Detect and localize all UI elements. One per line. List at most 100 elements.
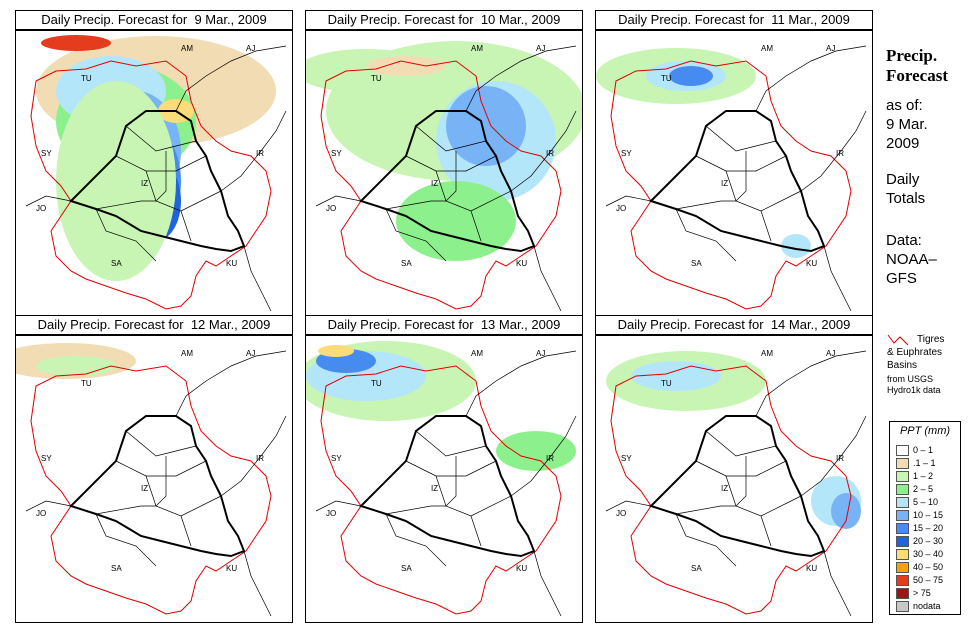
panel-2: Daily Precip. Forecast for 10 Mar., 2009… — [305, 10, 583, 318]
region-label-ku: KU — [516, 259, 527, 268]
region-label-iz: IZ — [721, 484, 728, 493]
region-label-sa: SA — [401, 259, 412, 268]
region-label-sa: SA — [401, 564, 412, 573]
region-label-tu: TU — [661, 74, 672, 83]
legend-label: 2 – 5 — [913, 484, 934, 494]
product-title: Precip. Forecast — [886, 46, 948, 85]
region-label-iz: IZ — [721, 179, 728, 188]
region-label-iz: IZ — [431, 484, 438, 493]
ppt-legend: PPT (mm) 0 – 1 .1 – 1 1 – 2 2 – 5 5 – 10 10 –… — [889, 421, 961, 615]
region-label-iz: IZ — [431, 179, 438, 188]
region-label-jo: JO — [616, 509, 626, 518]
panel-3: Daily Precip. Forecast for 11 Mar., 2009… — [595, 10, 873, 318]
region-label-sa: SA — [111, 564, 122, 573]
legend-swatch — [896, 523, 909, 534]
precip-area — [631, 361, 721, 391]
region-label-tu: TU — [371, 74, 382, 83]
as-of-label: as of: 9 Mar. 2009 — [886, 97, 928, 152]
legend-swatch — [896, 497, 909, 508]
basin-boundary — [30, 365, 272, 615]
forecast-map: AM AJ TU SY IR JO SA KU IZ — [595, 30, 873, 318]
region-label-tu: TU — [661, 379, 672, 388]
legend-label: 1 – 2 — [913, 471, 934, 481]
legend-label: 20 – 30 — [913, 536, 944, 546]
precip-area — [366, 56, 446, 76]
precip-area — [41, 35, 111, 51]
region-label-aj: AJ — [826, 44, 835, 53]
legend-swatch — [896, 471, 909, 482]
legend-label: 15 – 20 — [913, 523, 944, 533]
region-label-ku: KU — [226, 259, 237, 268]
panel-1: Daily Precip. Forecast for 9 Mar., 2009 … — [15, 10, 293, 318]
region-label-aj: AJ — [536, 44, 545, 53]
region-label-am: AM — [471, 44, 483, 53]
region-label-sy: SY — [41, 454, 52, 463]
region-label-jo: JO — [616, 204, 626, 213]
iraq-border — [69, 415, 246, 558]
legend-label: nodata — [913, 601, 941, 611]
region-label-sa: SA — [691, 259, 702, 268]
legend-label: 0 – 1 — [913, 445, 934, 455]
legend-label: 50 – 75 — [913, 575, 944, 585]
region-label-sy: SY — [331, 454, 342, 463]
data-source-label: Data: NOAA– GFS — [886, 232, 937, 287]
region-label-ir: IR — [256, 454, 264, 463]
region-label-am: AM — [181, 349, 193, 358]
region-label-ku: KU — [806, 259, 817, 268]
region-label-jo: JO — [36, 204, 46, 213]
legend-label: 30 – 40 — [913, 549, 944, 559]
legend-label: 5 – 10 — [913, 497, 939, 507]
region-label-aj: AJ — [826, 349, 835, 358]
legend-label: .1 – 1 — [913, 458, 936, 468]
region-label-am: AM — [761, 44, 773, 53]
precip-area — [669, 66, 713, 86]
iraq-border — [359, 110, 536, 253]
basin-boundary — [610, 365, 852, 615]
region-label-ir: IR — [546, 149, 554, 158]
region-label-aj: AJ — [246, 349, 255, 358]
precip-area — [446, 86, 526, 166]
ppt-legend-title: PPT (mm) — [899, 425, 951, 437]
forecast-map: AM AJ TU SY IR JO SA KU IZ — [15, 335, 293, 623]
iraq-border — [649, 415, 826, 558]
legend-label: 40 – 50 — [913, 562, 944, 572]
region-label-tu: TU — [371, 379, 382, 388]
region-label-tu: TU — [81, 379, 92, 388]
region-label-aj: AJ — [536, 349, 545, 358]
forecast-map: AM AJ TU SY IR JO SA KU IZ — [305, 30, 583, 318]
panel-title: Daily Precip. Forecast for 13 Mar., 2009 — [305, 315, 583, 335]
precip-area — [781, 234, 811, 258]
region-label-iz: IZ — [141, 179, 148, 188]
region-label-aj: AJ — [246, 44, 255, 53]
precip-area — [318, 345, 354, 357]
basin-boundary — [320, 60, 562, 310]
precip-area — [496, 431, 576, 471]
legend-swatch — [896, 601, 909, 612]
legend-swatch — [896, 562, 909, 573]
forecast-map: AM AJ TU SY IR JO SA KU IZ — [15, 30, 293, 318]
region-label-ir: IR — [546, 454, 554, 463]
region-label-sy: SY — [621, 454, 632, 463]
region-label-ir: IR — [836, 454, 844, 463]
region-label-jo: JO — [36, 509, 46, 518]
legend-swatch — [896, 458, 909, 469]
precip-area — [36, 356, 116, 376]
basin-boundary — [30, 60, 272, 310]
panel-title: Daily Precip. Forecast for 9 Mar., 2009 — [15, 10, 293, 30]
forecast-map: AM AJ TU SY IR JO SA KU IZ — [595, 335, 873, 623]
region-label-sa: SA — [691, 564, 702, 573]
region-label-am: AM — [471, 349, 483, 358]
forecast-map: AM AJ TU SY IR JO SA KU IZ — [305, 335, 583, 623]
panel-title: Daily Precip. Forecast for 12 Mar., 2009 — [15, 315, 293, 335]
legend-swatch — [896, 575, 909, 586]
precip-area — [56, 81, 176, 281]
region-label-tu: TU — [81, 74, 92, 83]
precip-area — [831, 493, 861, 529]
legend-swatch — [896, 536, 909, 547]
legend-label: 10 – 15 — [913, 510, 944, 520]
legend-swatch — [896, 510, 909, 521]
panel-title: Daily Precip. Forecast for 14 Mar., 2009 — [595, 315, 873, 335]
panel-title: Daily Precip. Forecast for 10 Mar., 2009 — [305, 10, 583, 30]
panel-title: Daily Precip. Forecast for 11 Mar., 2009 — [595, 10, 873, 30]
region-label-ku: KU — [516, 564, 527, 573]
